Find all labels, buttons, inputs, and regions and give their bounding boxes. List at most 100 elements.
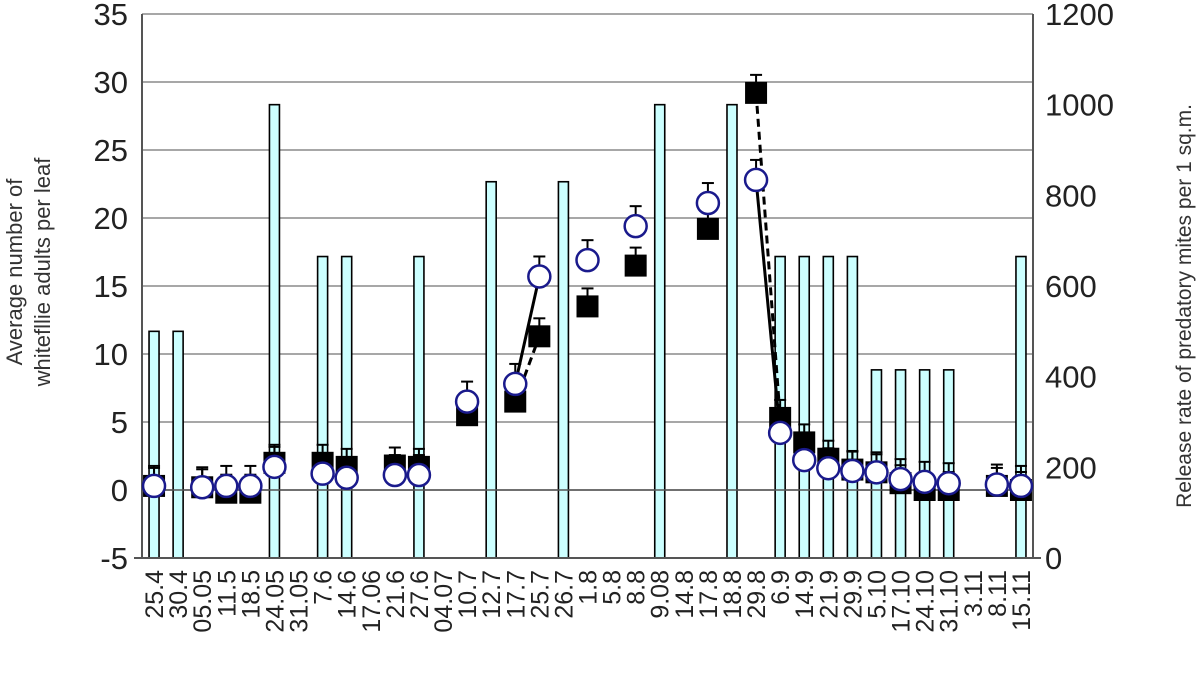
- x-tick-label: 11.5: [213, 570, 241, 617]
- circle-point: [936, 470, 961, 496]
- x-tick-label: 31.10: [936, 570, 964, 633]
- y-tick-label: 10: [94, 337, 128, 372]
- y-axis-title: Average number of whitefllie adults per l…: [2, 157, 55, 388]
- x-tick-label: 17.7: [502, 570, 530, 619]
- x-tick-label: 25.4: [141, 570, 169, 619]
- circle-point: [984, 472, 1010, 497]
- x-tick-label: 29.9: [839, 570, 867, 619]
- x-tick-label: 10.7: [454, 570, 482, 619]
- x-tick-label: 21.6: [382, 570, 410, 619]
- circle-point: [888, 466, 913, 492]
- x-tick-label: 27.6: [406, 570, 434, 619]
- bar: [846, 255, 859, 559]
- circle-point: [262, 454, 287, 480]
- square-point: [528, 325, 551, 348]
- bar: [316, 255, 329, 559]
- series-line: [513, 276, 541, 385]
- x-tick-label: 14.9: [791, 570, 819, 619]
- circle-point: [743, 167, 769, 193]
- y-tick-label: -5: [100, 541, 128, 576]
- square-point: [696, 217, 719, 240]
- circle-point: [214, 473, 239, 499]
- circle-point: [791, 447, 817, 473]
- circle-point: [334, 465, 359, 491]
- circle-point: [816, 455, 841, 481]
- y2-tick-label: 200: [1045, 450, 1097, 485]
- x-tick-label: 14.8: [671, 570, 699, 619]
- x-tick-label: 14.6: [334, 570, 362, 619]
- x-tick-label: 5.10: [863, 570, 891, 619]
- bar: [148, 330, 160, 559]
- x-tick-label: 05.05: [189, 570, 217, 633]
- square-point: [745, 81, 768, 104]
- y-tick-label: 20: [94, 201, 128, 236]
- y-tick-label: 30: [94, 65, 128, 100]
- x-tick-label: 1.8: [575, 570, 603, 605]
- bar: [340, 255, 353, 559]
- x-tick-label: 24.10: [912, 570, 940, 633]
- series-line: [754, 179, 782, 434]
- bar: [413, 255, 425, 559]
- circle-point: [912, 469, 937, 495]
- circle-point: [382, 462, 408, 488]
- circle-point: [503, 371, 528, 397]
- circle-point: [238, 473, 263, 499]
- bar: [1015, 255, 1027, 559]
- x-tick-label: 21.9: [815, 570, 843, 619]
- left-axis-ticks: -5 0 5 10 15 20 25 30 35: [94, 0, 128, 576]
- y-tick-label: 0: [111, 473, 128, 508]
- x-tick-label: 26.7: [550, 570, 578, 619]
- y2-tick-label: 600: [1045, 269, 1097, 304]
- x-tick-label: 3.11: [960, 570, 988, 617]
- x-tick-label: 17.10: [888, 570, 916, 633]
- x-tick-label: 6.9: [767, 570, 795, 605]
- x-tick-label: 25.7: [526, 570, 554, 619]
- bar: [798, 255, 811, 559]
- x-tick-label: 9.08: [647, 570, 675, 619]
- x-tick-label: 04.07: [430, 570, 458, 633]
- y-tick-label: 25: [94, 133, 128, 168]
- x-tick-label: 18.5: [237, 570, 265, 619]
- circle-point: [623, 213, 648, 239]
- x-tick-label: 8.8: [623, 570, 651, 605]
- circle-point: [527, 264, 552, 289]
- circle-point: [454, 389, 480, 414]
- x-tick-label: 17.8: [695, 570, 723, 619]
- x-tick-label: 12.7: [478, 570, 506, 619]
- y2-tick-label: 0: [1045, 541, 1062, 576]
- y-tick-label: 15: [94, 269, 128, 304]
- circle-point: [189, 475, 215, 500]
- x-tick-label: 15.11: [1008, 570, 1036, 631]
- line-segments: [513, 92, 782, 434]
- circle-series: [141, 158, 1034, 500]
- circle-point: [575, 247, 600, 273]
- square-point: [504, 390, 527, 413]
- square-point: [624, 254, 647, 277]
- y-axis-title-line: whitefllie adults per leaf: [30, 157, 55, 388]
- x-tick-label: 29.8: [743, 570, 771, 619]
- y2-tick-label: 800: [1045, 178, 1097, 213]
- y2-tick-label: 1200: [1045, 0, 1114, 32]
- x-tick-label: 17.06: [358, 570, 386, 633]
- left-axis-title: Average number of whitefllie adults per l…: [2, 157, 55, 388]
- circle-point: [141, 473, 167, 499]
- x-tick-label: 31.05: [286, 570, 314, 633]
- y2-axis-title: Release rate of predatory mites per 1 sq…: [1173, 104, 1196, 508]
- y-tick-label: 5: [111, 405, 128, 440]
- bar: [822, 255, 835, 559]
- y2-tick-label: 1000: [1045, 88, 1114, 123]
- circle-point: [840, 458, 865, 484]
- y-axis-title-line: Average number of: [2, 178, 27, 366]
- x-tick-label: 8.11: [984, 570, 1012, 617]
- x-tick-label: 24.05: [261, 570, 289, 633]
- series-line: [754, 92, 782, 419]
- circle-point: [406, 462, 432, 488]
- right-axis-title: Release rate of predatory mites per 1 sq…: [1173, 104, 1196, 508]
- bar: [557, 180, 570, 559]
- circle-point: [864, 460, 889, 485]
- bar: [485, 180, 497, 559]
- circle-point: [1008, 473, 1034, 499]
- square-point: [576, 295, 599, 318]
- circle-point: [310, 461, 335, 486]
